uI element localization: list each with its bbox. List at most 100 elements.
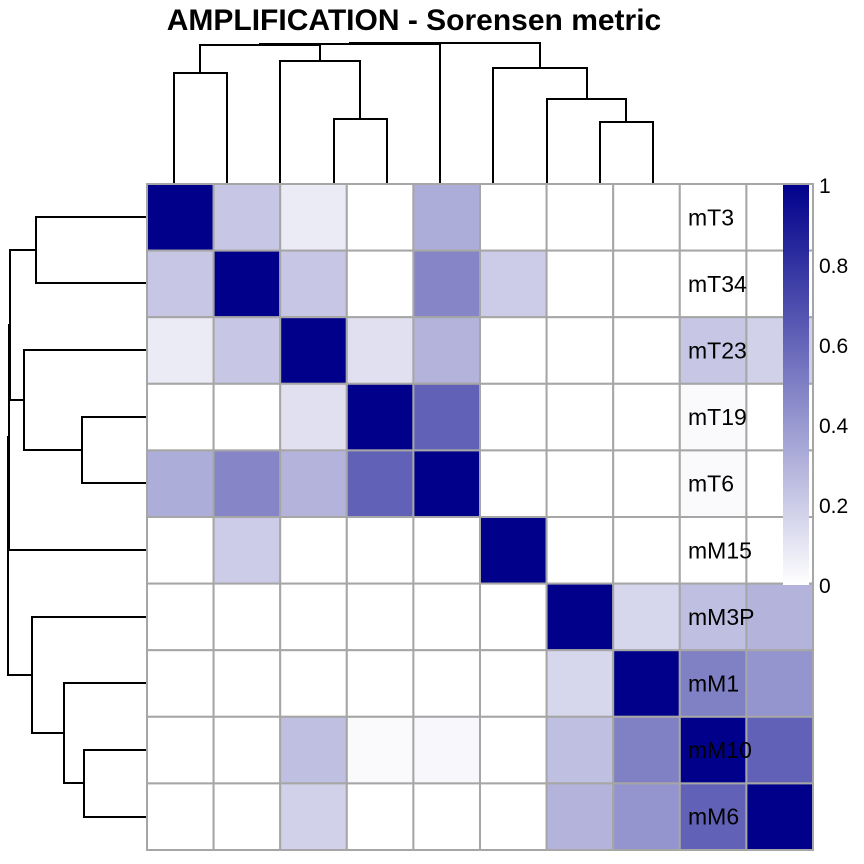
column-dendrogram-link <box>492 67 588 183</box>
heatmap-cell <box>212 649 282 718</box>
heatmap-cell <box>479 582 548 652</box>
heatmap-cell <box>212 183 282 252</box>
legend-tick-label: 1 <box>819 175 831 198</box>
column-dendrogram-link <box>199 44 321 73</box>
column-dendrogram-link <box>259 43 441 183</box>
heatmap-cell <box>279 249 348 319</box>
heatmap-cell <box>545 782 615 852</box>
row-label: mM1 <box>688 671 739 697</box>
heatmap-cell <box>545 516 615 585</box>
chart-title: AMPLIFICATION - Sorensen metric <box>167 4 662 37</box>
heatmap-cell <box>612 249 681 319</box>
heatmap-cell <box>345 649 415 718</box>
legend-tick-label: 0.4 <box>819 415 849 438</box>
heatmap-cell <box>212 249 282 319</box>
heatmap-cell <box>146 183 215 252</box>
row-label: mM3P <box>688 604 754 630</box>
color-legend-bar <box>783 185 809 585</box>
heatmap-cell <box>678 316 748 385</box>
row-label: mT19 <box>688 404 747 430</box>
heatmap-cell <box>345 582 415 652</box>
heatmap-cell <box>678 582 748 652</box>
heatmap-cell <box>479 316 548 385</box>
row-dendrogram-link <box>8 324 146 551</box>
heatmap-cell <box>279 449 348 518</box>
heatmap-cell <box>479 249 548 319</box>
color-legend: 0 0.2 0.4 0.6 0.8 1 <box>783 175 849 598</box>
heatmap-cell <box>412 316 481 385</box>
legend-tick-label: 0.8 <box>819 255 848 278</box>
heatmap-cell <box>212 582 282 652</box>
heatmap-cell <box>745 782 815 852</box>
column-dendrogram-link <box>173 72 228 183</box>
heatmap-cell <box>212 316 282 385</box>
heatmap-cell <box>279 183 348 252</box>
heatmap-cell <box>146 249 215 319</box>
legend-tick-label: 0.2 <box>819 495 848 518</box>
row-label: mT6 <box>688 471 734 497</box>
heatmap-cell <box>545 183 615 252</box>
column-dendrogram-link <box>546 98 627 183</box>
heatmap-cell <box>545 316 615 385</box>
row-label: mT23 <box>688 338 747 364</box>
heatmap-cell <box>479 449 548 518</box>
heatmap-cell <box>745 715 815 785</box>
heatmap-cell <box>146 316 215 385</box>
column-dendrogram <box>173 42 654 183</box>
column-dendrogram-link <box>333 118 388 183</box>
heatmap-cell <box>612 582 681 652</box>
heatmap-cell <box>545 249 615 319</box>
heatmap-cell <box>146 782 215 852</box>
heatmap-cell <box>545 715 615 785</box>
heatmap-cell <box>479 382 548 452</box>
heatmap-cell <box>479 516 548 585</box>
row-dendrogram-link <box>83 749 146 818</box>
heatmap-cell <box>146 649 215 718</box>
row-label: mT34 <box>688 271 747 297</box>
heatmap-cell <box>479 782 548 852</box>
heatmap-cell <box>279 649 348 718</box>
heatmap-cell <box>612 183 681 252</box>
heatmap-cell <box>146 382 215 452</box>
heatmap-cell <box>479 183 548 252</box>
heatmap-cell <box>545 649 615 718</box>
heatmap-cell <box>745 649 815 718</box>
heatmap-cell <box>279 715 348 785</box>
heatmap-cell <box>212 715 282 785</box>
column-dendrogram-link <box>279 60 361 183</box>
heatmap-cell <box>612 715 681 785</box>
heatmap-cell <box>146 715 215 785</box>
heatmap-cell <box>612 316 681 385</box>
heatmap-cell <box>146 449 215 518</box>
heatmap-cell <box>745 582 815 652</box>
row-label: mT3 <box>688 204 734 230</box>
row-dendrogram-link <box>81 416 146 484</box>
heatmap-cell <box>345 382 415 452</box>
heatmap-cell <box>345 183 415 252</box>
heatmap-cell <box>612 516 681 585</box>
heatmap-cell <box>212 516 282 585</box>
heatmap-cell <box>412 382 481 452</box>
heatmap-cell <box>412 649 481 718</box>
heatmap-cell <box>545 582 615 652</box>
row-dendrogram-link <box>31 616 146 734</box>
heatmap-cell <box>412 449 481 518</box>
heatmap-cell <box>612 782 681 852</box>
heatmap-cell <box>678 715 748 785</box>
heatmap-cell <box>678 249 748 319</box>
heatmap-cell <box>279 516 348 585</box>
heatmap-cell <box>678 183 748 252</box>
heatmap-cell <box>212 782 282 852</box>
row-label: mM10 <box>688 737 752 763</box>
column-dendrogram-link <box>349 42 541 68</box>
heatmap-cell <box>412 582 481 652</box>
row-label: mM15 <box>688 537 752 563</box>
heatmap-cell <box>212 382 282 452</box>
heatmap-cell <box>412 715 481 785</box>
heatmap-cell <box>345 715 415 785</box>
heatmap-cell <box>545 449 615 518</box>
heatmap-cell <box>612 649 681 718</box>
heatmap-cell <box>146 582 215 652</box>
